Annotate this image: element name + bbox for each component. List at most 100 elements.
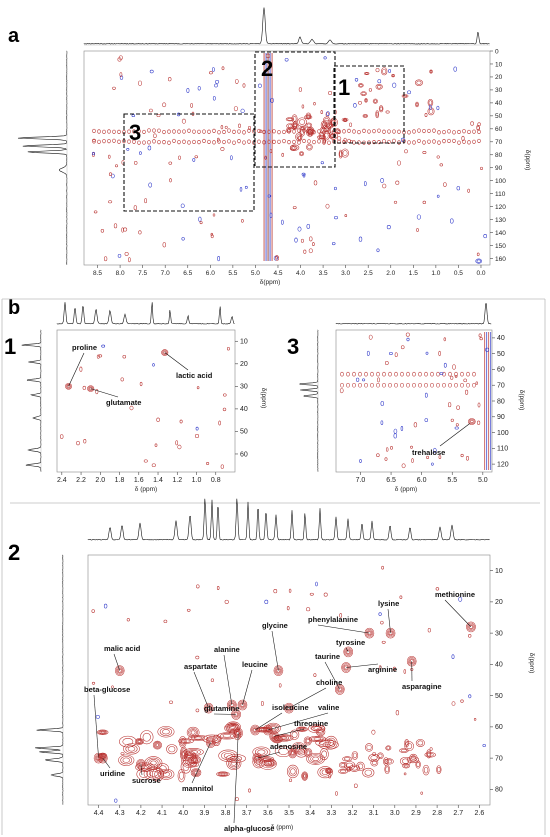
sub2-sugar-peak (220, 773, 226, 776)
panel-a-band-peak (262, 129, 266, 135)
sub2-peak-leucine (239, 701, 246, 709)
panel-a-band-peak (182, 129, 186, 134)
sub1-positive-peak (151, 463, 156, 467)
sub3-arrow (439, 423, 470, 447)
sub2-sugar-peak (296, 745, 302, 751)
sub2-band-peak (365, 743, 374, 752)
sub2-band-peak (370, 755, 378, 761)
sub2-sugar-peak (317, 728, 325, 735)
sub2-x-tick-label: 4.3 (115, 810, 125, 817)
sub2-arrow (317, 624, 370, 634)
sub2-positive-peak (163, 619, 168, 624)
sub3-positive-peak (394, 352, 398, 358)
sub3-positive-peak (413, 422, 418, 428)
sub2-positive-peak (216, 586, 220, 590)
panel-a-1d-spectrum (83, 7, 490, 45)
panel-a-positive-peak (375, 68, 380, 73)
sub3-label-trehalose: trehalose (412, 448, 445, 457)
sub2-peak-glycine (274, 666, 283, 675)
panel-a-cluster-peak (341, 148, 349, 158)
sub2-sugar-peak (229, 726, 235, 730)
sub2-sugar-peak (262, 757, 272, 761)
sub2-peak-choline (286, 705, 292, 712)
sub2-sugar-peak (177, 769, 186, 783)
panel-a-positive-peak (343, 137, 347, 143)
sub2-sugar-peak (144, 756, 163, 770)
panel-a-band-peak (362, 128, 366, 133)
panel-a-band-peak (232, 140, 236, 145)
sub2-sugar-peak (146, 757, 161, 769)
panel-a-aliphatic-peak (362, 114, 368, 118)
sub2-peak-isoleucine (252, 726, 258, 734)
sub2-sugar-peak (153, 741, 161, 749)
sub1-x-tick-label: 1.8 (115, 477, 125, 484)
sub2-sugar-peak (227, 722, 240, 732)
sub3-negative-peak (443, 362, 447, 368)
sub2-positive-peak (195, 655, 200, 660)
panel-a-band-peak (407, 140, 411, 145)
sub2-band-peak (386, 759, 393, 764)
sub2-sugar-peak (321, 750, 327, 758)
sub2-peak-beta-glucose (94, 753, 103, 763)
sub2-sugar-peak (180, 739, 185, 745)
panel-a-x-tick-label: 5.5 (228, 270, 237, 277)
sub2-sugar-peak (120, 756, 133, 765)
sub2-peak-leucine (240, 703, 245, 707)
sub3-negative-peak (439, 372, 444, 375)
sub3-plot: 7.0 6.5 6.0 5.5 5.0 40 50 60 70 80 90 100 110 120 treh… (299, 303, 509, 484)
panel-a-negative-peak (267, 194, 272, 198)
sub2-positive-peak (427, 628, 431, 633)
sub2-sugar-peak (225, 754, 246, 763)
sub2-positive-peak (91, 609, 95, 613)
sub2-peak-uridine (100, 755, 106, 762)
panel-a-x-tick-label: 4.5 (273, 270, 282, 277)
panel-a-negative-peak (92, 151, 95, 156)
panel-a-positive-peak (337, 136, 342, 141)
sub2-band-peak (340, 763, 346, 768)
sub3-positive-peak (447, 402, 452, 408)
sub2-label-glutamine: glutamine (204, 704, 239, 713)
sub2-band-peak (410, 755, 416, 760)
panel-a-band-peak (372, 140, 376, 145)
sub2-x-tick-label: 3.1 (369, 810, 379, 817)
sub2-sugar-peak (289, 729, 300, 740)
sub2-peak-leucine (237, 699, 248, 711)
panel-a-positive-peak (235, 78, 239, 84)
panel-a-positive-peak (480, 166, 483, 170)
sub2-sugar-peak (150, 760, 157, 766)
sub2-positive-peak (273, 589, 278, 594)
panel-a-negative-peak (358, 236, 363, 242)
sub3-negative-peak (380, 420, 384, 425)
sub3-band-peak (472, 382, 476, 388)
panel-a-band-peak (442, 139, 446, 144)
sub2-positive-peak (381, 565, 384, 570)
sub3-peak-trehalose (470, 419, 474, 424)
sub2-sugar-peak (301, 771, 309, 781)
sub2-band-peak (400, 749, 407, 753)
sub3-band-peak (406, 382, 410, 388)
sub2-positive-peak (120, 752, 125, 755)
sub2-sugar-peak (224, 723, 240, 733)
panel-a-negative-peak (181, 237, 185, 241)
sub2-peak-valine (265, 726, 271, 734)
sub2-peak-isoleucine (250, 724, 260, 736)
sub1-x-tick-label: 2.0 (95, 477, 105, 484)
panel-a-positive-peak (181, 118, 186, 124)
panel-a-negative-peak (117, 253, 122, 258)
sub2-sugar-peak (148, 759, 159, 767)
panel-a-positive-peak (115, 164, 118, 168)
region-label-2: 2 (261, 56, 273, 81)
panel-a-negative-peak (377, 79, 382, 84)
panel-a-negative-peak (212, 67, 215, 72)
sub2-positive-peak (403, 772, 407, 776)
sub2-peak-aspartate (203, 702, 214, 714)
sub1-y-tick-label: 20 (240, 361, 248, 368)
panel-a-y-tick-label: 80 (495, 152, 503, 159)
panel-a-band-peak (292, 129, 296, 134)
sub1-peak-lactic-acid (161, 349, 169, 356)
sub2-sugar-peak (311, 736, 324, 742)
sub2-sugar-peak (180, 760, 192, 774)
sub2-sugar-peak (252, 755, 265, 769)
sub3-negative-peak (355, 377, 360, 382)
sub2-sugar-peak (137, 740, 142, 743)
